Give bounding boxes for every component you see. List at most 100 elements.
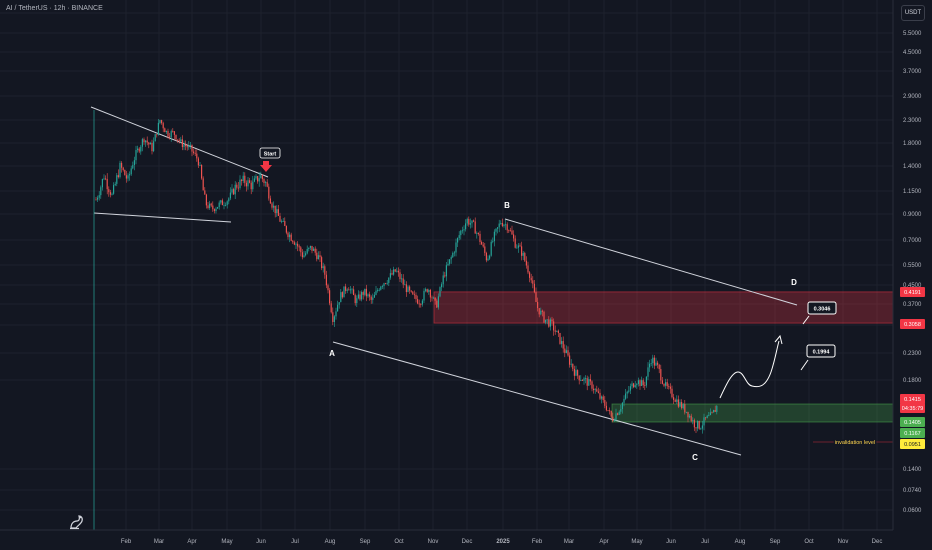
candle-body — [343, 286, 345, 298]
candle-body — [122, 167, 124, 171]
time-tick-label: Oct — [394, 539, 404, 545]
candle-body — [577, 370, 579, 376]
candle-body — [530, 277, 532, 281]
candle-body — [383, 283, 385, 287]
candle-body — [562, 341, 564, 349]
candle-body — [415, 294, 417, 300]
candle-body — [684, 404, 686, 413]
candle-body — [266, 182, 268, 187]
time-axis-bg — [0, 530, 893, 550]
currency-button[interactable]: USDT — [901, 5, 925, 21]
time-tick-label: Jul — [701, 539, 709, 545]
candle-body — [412, 291, 414, 295]
candle-body — [313, 248, 315, 251]
price-tick-label: 0.0490 — [903, 0, 922, 2]
candle-body — [401, 278, 403, 280]
candle-body — [434, 297, 436, 301]
wave-label-b: B — [504, 201, 510, 210]
candle-body — [361, 292, 363, 300]
candle-body — [441, 284, 443, 288]
candle-body — [156, 134, 158, 136]
candle-body — [671, 388, 673, 398]
price-label-box — [900, 428, 925, 438]
candles — [95, 118, 718, 434]
candle-body — [695, 427, 697, 429]
candle-body — [391, 273, 393, 275]
candle-body — [452, 253, 454, 258]
candle-body — [420, 304, 422, 305]
candle-body — [495, 228, 497, 232]
candle-body — [503, 224, 505, 226]
candle-body — [708, 415, 710, 416]
candle-body — [95, 199, 97, 201]
candle-body — [257, 176, 259, 182]
price-tick-label: 2.9000 — [903, 94, 922, 100]
candle-body — [324, 266, 326, 275]
time-tick-label: Mar — [154, 539, 164, 545]
candle-body — [180, 139, 182, 141]
price-label-box — [900, 287, 925, 297]
candle-body — [639, 380, 641, 387]
candle-body — [413, 294, 415, 296]
candle-body — [127, 175, 129, 179]
candle-body — [612, 416, 614, 421]
candle-body — [244, 175, 246, 183]
candle-body — [567, 350, 569, 356]
candle-body — [591, 381, 593, 389]
candle-body — [458, 235, 460, 239]
candle-body — [213, 209, 215, 212]
candle-body — [716, 405, 718, 412]
candle-body — [489, 255, 491, 259]
target-label-1-text: 0.3046 — [814, 307, 831, 313]
candle-body — [351, 289, 353, 291]
candle-body — [301, 252, 303, 258]
candle-body — [183, 144, 185, 147]
candle-body — [114, 183, 116, 186]
candle-body — [234, 184, 236, 195]
price-tick-label: 3.7000 — [903, 69, 922, 75]
price-tick-label: 0.4500 — [903, 283, 922, 289]
time-tick-label: Feb — [532, 539, 543, 545]
time-tick-label: Mar — [564, 539, 574, 545]
candle-body — [682, 404, 684, 409]
candle-body — [605, 405, 607, 411]
candle-body — [148, 142, 150, 145]
start-arrow-icon — [260, 161, 272, 172]
candle-body — [532, 280, 534, 284]
candle-body — [197, 158, 199, 166]
candle-body — [516, 247, 518, 249]
candle-body — [252, 181, 254, 190]
candle-body — [557, 330, 559, 334]
candle-body — [449, 259, 451, 264]
candle-body — [597, 391, 599, 393]
candle-body — [613, 420, 615, 421]
candle-body — [543, 311, 545, 323]
candle-body — [641, 380, 643, 387]
candle-body — [116, 175, 118, 184]
candle-body — [633, 383, 635, 388]
candle-body — [509, 230, 511, 232]
candle-body — [697, 420, 699, 429]
candle-body — [580, 380, 582, 381]
candle-body — [665, 382, 667, 386]
candle-body — [679, 402, 681, 407]
candle-body — [450, 257, 452, 260]
candle-body — [645, 376, 647, 386]
invalidation-label: invalidation level — [835, 440, 875, 446]
candle-body — [418, 303, 420, 305]
time-tick-label: Dec — [462, 539, 473, 545]
price-label-box — [900, 319, 925, 329]
price-tick-label: 0.7000 — [903, 238, 922, 244]
candle-body — [625, 393, 627, 399]
price-tick-label: 2.3000 — [903, 118, 922, 124]
candle-body — [338, 302, 340, 305]
candle-body — [146, 140, 148, 143]
price-tick-label: 0.2300 — [903, 351, 922, 357]
start-marker: Start — [259, 147, 281, 172]
price-tick-label: 0.3700 — [903, 302, 922, 308]
price-label: 0.1167 — [904, 431, 920, 437]
target-label-1: 0.3046 — [807, 301, 837, 315]
candle-body — [386, 282, 388, 284]
candle-body — [196, 153, 198, 159]
